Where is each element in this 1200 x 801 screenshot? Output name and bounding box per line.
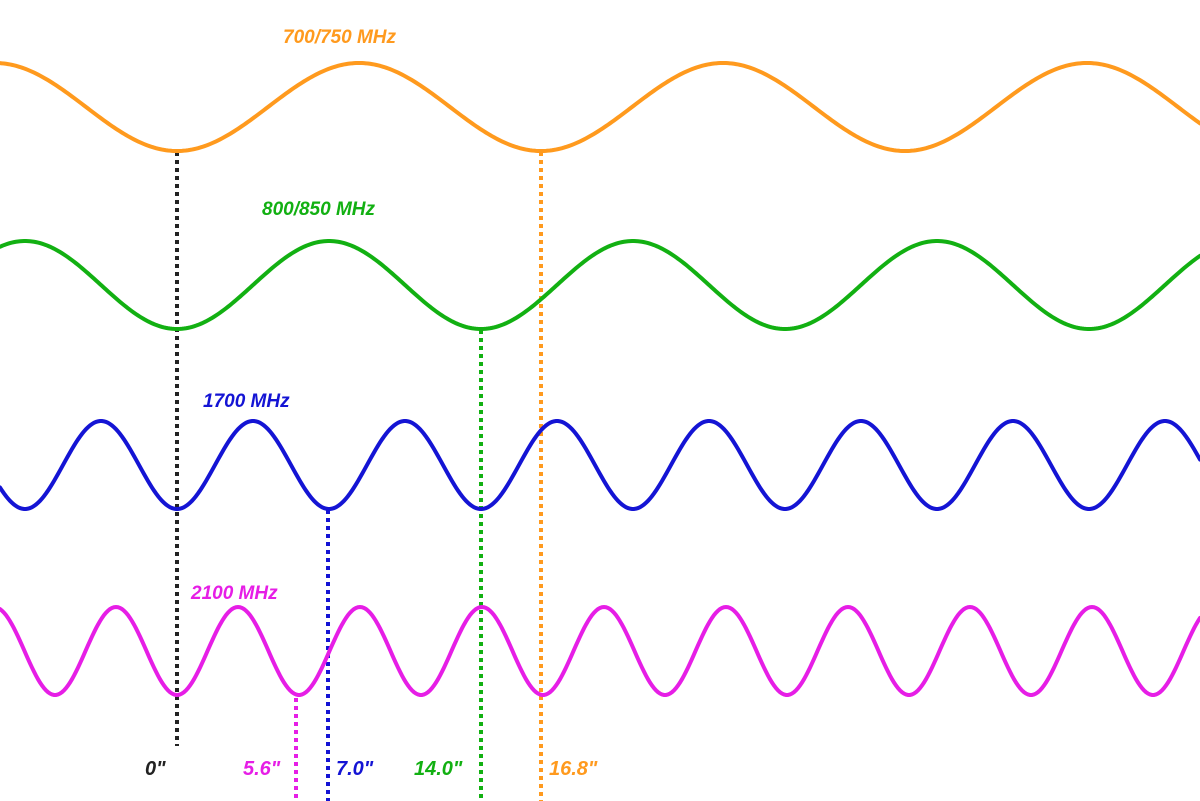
- wave-labels: 700/750 MHz 800/850 MHz 1700 MHz 2100 MH…: [190, 27, 397, 604]
- wave-1700-mhz: [0, 419, 1200, 511]
- distance-label-7-0: 7.0": [336, 758, 374, 780]
- wave-label-2100: 2100 MHz: [190, 583, 278, 604]
- wave-paths: [0, 61, 1200, 697]
- wave-label-700-750: 700/750 MHz: [283, 27, 397, 48]
- distance-label-14-0: 14.0": [414, 758, 463, 780]
- distance-label-zero: 0": [145, 758, 166, 780]
- wave-label-1700: 1700 MHz: [203, 391, 290, 412]
- wave-700-750-mhz: [0, 61, 1200, 153]
- wave-label-800-850: 800/850 MHz: [262, 199, 376, 220]
- distance-label-5-6: 5.6": [243, 758, 281, 780]
- distance-label-16-8: 16.8": [549, 758, 598, 780]
- distance-labels: 0" 5.6" 7.0" 14.0" 16.8": [145, 758, 598, 780]
- wave-2100-mhz: [0, 604, 1200, 697]
- wave-800-850-mhz: [0, 239, 1200, 331]
